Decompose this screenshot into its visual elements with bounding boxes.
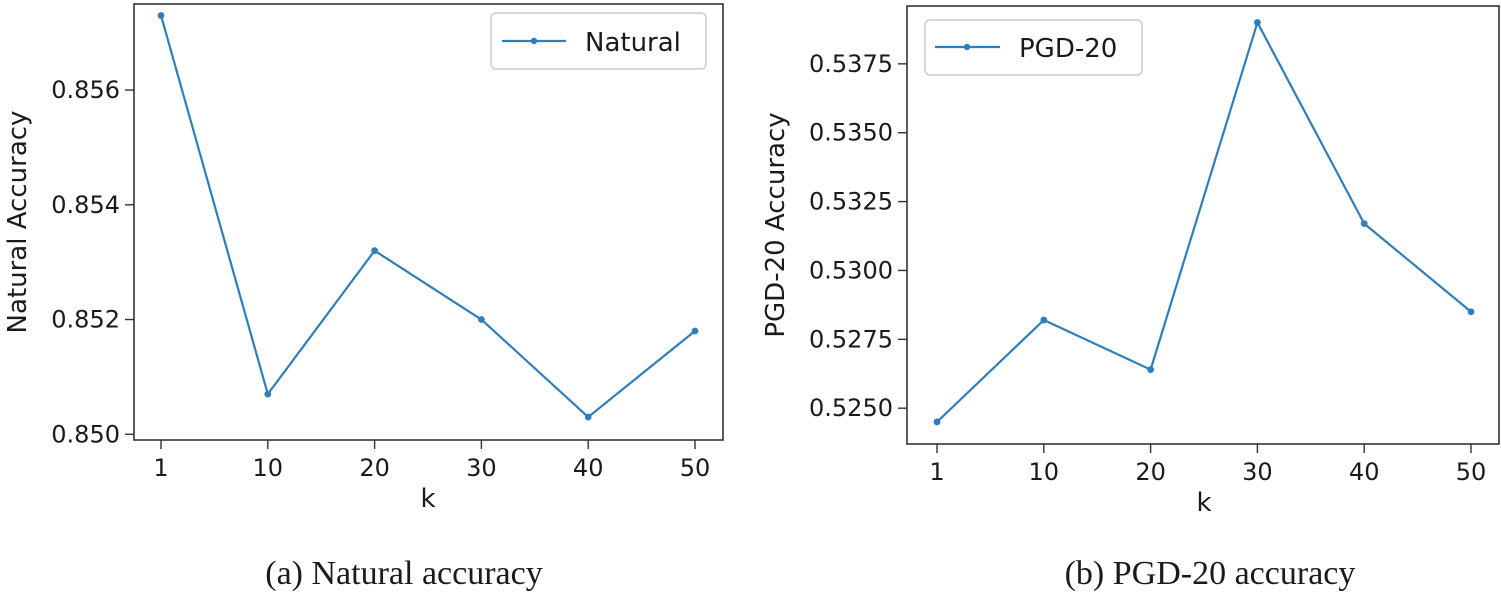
data-point <box>1467 308 1475 316</box>
series-line <box>159 15 696 419</box>
x-tick-label: 40 <box>1349 458 1380 486</box>
chart-pgd20-accuracy: 0.5250 0.5275 0.5300 0.5325 0.5350 0.5375 1 10… <box>761 5 1500 592</box>
data-point <box>157 12 165 19</box>
y-tick-label: 0.5375 <box>809 50 893 78</box>
x-tick-label: 20 <box>1135 458 1166 486</box>
legend: PGD-20 <box>924 19 1143 76</box>
legend-label: Natural <box>585 28 681 58</box>
series-line <box>936 21 1472 423</box>
legend-marker <box>530 37 538 45</box>
data-point <box>584 413 592 421</box>
y-tick-label: 0.5325 <box>809 188 893 216</box>
x-axis-ticks: 1 10 20 30 40 50 <box>153 440 710 482</box>
y-axis-label: Natural Accuracy <box>3 111 33 334</box>
x-tick-label: 50 <box>680 454 711 482</box>
y-tick-label: 0.852 <box>51 306 120 334</box>
x-tick-label: 20 <box>359 454 390 482</box>
legend-box <box>924 19 1143 76</box>
y-tick-label: 0.5275 <box>809 325 893 353</box>
y-tick-label: 0.5250 <box>809 394 893 422</box>
plot-frame <box>133 3 724 441</box>
x-tick-label: 1 <box>929 458 944 486</box>
x-tick-label: 30 <box>1242 458 1273 486</box>
x-tick-label: 10 <box>253 454 284 482</box>
plot-frame <box>906 5 1500 445</box>
data-point <box>1040 316 1048 324</box>
legend: Natural <box>490 12 707 70</box>
legend-box <box>490 12 707 70</box>
data-point <box>1360 220 1368 228</box>
data-point <box>1147 366 1154 374</box>
data-point <box>478 316 485 323</box>
y-tick-label: 0.854 <box>51 191 120 219</box>
caption: (a) Natural accuracy <box>265 555 542 592</box>
y-axis-ticks: 0.5250 0.5275 0.5300 0.5325 0.5350 0.5375 <box>809 50 907 422</box>
chart-natural-accuracy: 0.850 0.852 0.854 0.856 1 10 20 30 40 50 Natural… <box>3 3 724 592</box>
x-axis-label: k <box>1196 488 1211 518</box>
x-tick-label: 40 <box>573 454 604 482</box>
x-axis-ticks: 1 10 20 30 40 50 <box>929 444 1486 486</box>
y-tick-label: 0.5300 <box>809 256 893 284</box>
y-tick-label: 0.850 <box>51 420 120 448</box>
legend-marker <box>963 43 971 51</box>
data-point <box>371 247 378 255</box>
series-layer <box>157 12 699 421</box>
x-axis-label: k <box>420 484 435 514</box>
x-tick-label: 10 <box>1029 458 1060 486</box>
y-axis-ticks: 0.850 0.852 0.854 0.856 <box>51 76 134 448</box>
x-tick-label: 50 <box>1456 458 1487 486</box>
x-tick-label: 30 <box>466 454 497 482</box>
data-point <box>691 327 699 335</box>
data-point <box>264 390 272 398</box>
y-tick-label: 0.5350 <box>809 119 893 147</box>
caption: (b) PGD-20 accuracy <box>1065 555 1356 592</box>
data-point <box>1254 19 1261 26</box>
x-tick-label: 1 <box>153 454 168 482</box>
legend-label: PGD-20 <box>1019 34 1117 64</box>
y-axis-label: PGD-20 Accuracy <box>761 112 791 337</box>
y-tick-label: 0.856 <box>51 76 120 104</box>
series-layer <box>933 19 1475 426</box>
data-point <box>933 418 941 426</box>
